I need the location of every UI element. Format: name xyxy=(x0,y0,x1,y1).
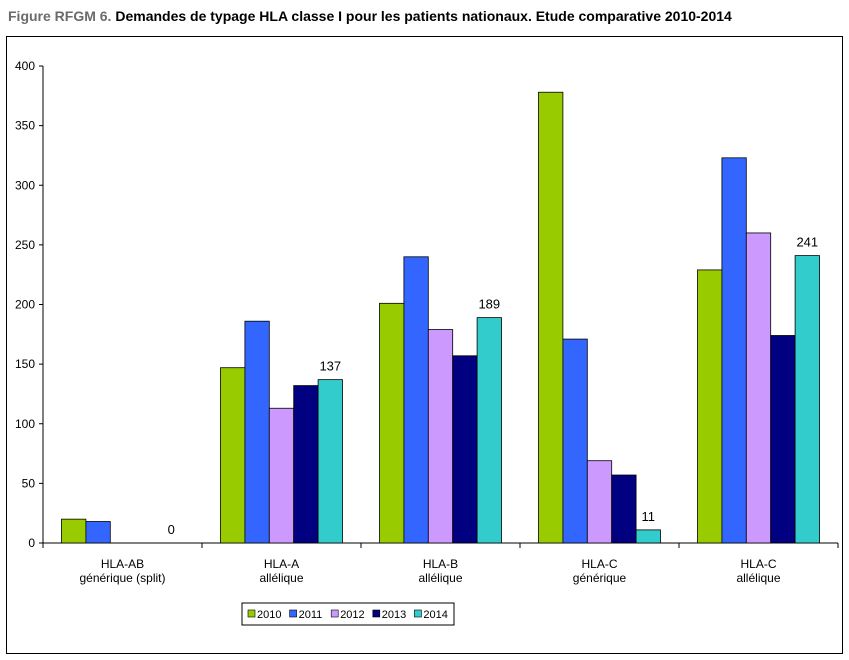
bar-2011-4 xyxy=(721,157,747,544)
bar-2014-3 xyxy=(635,529,661,544)
bar-2013-1 xyxy=(293,385,319,544)
y-tick-label: 150 xyxy=(15,357,35,371)
bar-2010-0 xyxy=(61,518,87,544)
bar-2011-2 xyxy=(403,256,429,544)
category-label: allélique xyxy=(418,571,462,585)
legend-swatch-2011 xyxy=(289,609,297,618)
category-label: générique xyxy=(573,571,627,585)
bar-2011-3 xyxy=(562,338,588,544)
bar-2010-1 xyxy=(220,367,246,544)
legend-label: 2012 xyxy=(340,609,364,621)
legend-label: 2013 xyxy=(382,609,406,621)
legend-swatch-2010 xyxy=(247,609,256,618)
category-label: HLA-B xyxy=(423,557,458,571)
title-main: Demandes de typage HLA classe I pour les… xyxy=(115,8,732,24)
y-tick-label: 50 xyxy=(22,476,36,490)
bar-2012-2 xyxy=(427,329,454,544)
legend-label: 2011 xyxy=(299,609,323,621)
legend-label: 2014 xyxy=(423,609,447,621)
bar-2014-1 xyxy=(317,379,343,544)
chart-title: Figure RFGM 6. Demandes de typage HLA cl… xyxy=(8,8,732,24)
category-label: allélique xyxy=(259,571,303,585)
bar-2010-4 xyxy=(697,269,723,544)
bar-2011-0 xyxy=(85,521,111,544)
data-label: 241 xyxy=(796,235,818,250)
bar-2013-3 xyxy=(611,474,637,544)
category-label: HLA-C xyxy=(740,557,776,571)
bar-2012-3 xyxy=(586,460,613,544)
legend-swatch-2014 xyxy=(414,609,422,618)
y-tick-label: 350 xyxy=(15,119,35,133)
y-tick-label: 250 xyxy=(15,238,35,252)
category-label: HLA-A xyxy=(264,557,299,571)
bar-2012-4 xyxy=(745,232,772,544)
title-prefix: Figure RFGM 6. xyxy=(8,8,112,24)
y-tick-label: 100 xyxy=(15,417,35,431)
bar-2010-3 xyxy=(538,91,564,544)
category-label: HLA-C xyxy=(581,557,617,571)
bar-2010-2 xyxy=(379,302,405,544)
legend-box xyxy=(241,602,455,626)
y-tick-label: 300 xyxy=(15,178,35,192)
data-label: 189 xyxy=(478,297,500,312)
data-label: 11 xyxy=(642,509,656,524)
legend-swatch-2012 xyxy=(330,609,339,618)
legend-label: 2010 xyxy=(257,609,281,621)
bar-2014-2 xyxy=(476,317,502,544)
category-label: générique (split) xyxy=(79,571,165,585)
category-label: allélique xyxy=(736,571,780,585)
bar-2014-4 xyxy=(794,255,820,544)
bar-2012-1 xyxy=(268,407,295,544)
bar-2013-4 xyxy=(770,335,796,544)
data-label: 0 xyxy=(168,522,175,537)
category-label: HLA-AB xyxy=(101,557,144,571)
y-tick-label: 400 xyxy=(15,59,35,73)
plot-border xyxy=(6,36,843,654)
bar-2013-2 xyxy=(452,355,478,544)
y-tick-label: 200 xyxy=(15,298,35,312)
legend-swatch-2013 xyxy=(372,609,381,618)
data-label: 137 xyxy=(319,359,341,374)
bar-2011-1 xyxy=(244,320,270,544)
y-tick-label: 0 xyxy=(28,536,35,550)
